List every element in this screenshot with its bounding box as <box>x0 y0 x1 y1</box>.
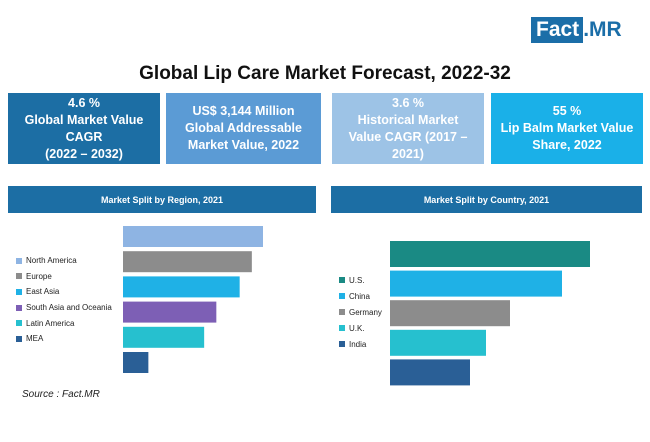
kpi-line: Market Value, 2022 <box>187 138 300 152</box>
legend-item: East Asia <box>16 284 112 300</box>
region-bar-chart <box>123 226 263 373</box>
legend-item: U.S. <box>339 272 382 288</box>
country-legend: U.S. China Germany U.K. India <box>339 272 382 352</box>
legend-item: MEA <box>16 331 112 347</box>
kpi-line: 2021) <box>392 146 424 161</box>
region-chart-header: Market Split by Region, 2021 <box>8 186 316 213</box>
bar-south-asia-and-oceania <box>123 301 217 323</box>
legend-item: Latin America <box>16 315 112 331</box>
bar-mea <box>123 352 149 373</box>
legend-label: South Asia and Oceania <box>26 303 112 313</box>
bar-china <box>390 270 562 297</box>
legend-label: Europe <box>26 271 52 281</box>
legend-label: India <box>349 339 367 349</box>
kpi-line: Value CAGR (2017 – <box>348 129 468 144</box>
kpi-line: US$ 3,144 Million <box>192 104 295 118</box>
legend-swatch <box>16 335 22 342</box>
kpi-global-cagr: 4.6 % Global Market Value CAGR (2022 – 2… <box>8 93 160 164</box>
legend-label: North America <box>26 256 77 266</box>
legend-swatch <box>339 277 345 283</box>
legend-swatch <box>339 293 345 299</box>
legend-swatch <box>16 288 22 295</box>
legend-label: East Asia <box>26 287 60 297</box>
legend-swatch <box>16 257 22 264</box>
country-chart-header: Market Split by Country, 2021 <box>331 186 642 213</box>
fact-mr-logo: Fact. MR <box>531 14 634 46</box>
kpi-line: Historical Market <box>357 112 459 127</box>
logo-dot-text: . <box>583 18 590 41</box>
kpi-line: Global Market Value <box>24 112 144 127</box>
legend-label: Latin America <box>26 318 75 328</box>
bar-east-asia <box>123 276 240 298</box>
bar-germany <box>390 300 510 327</box>
legend-label: MEA <box>26 334 44 344</box>
page-title: Global Lip Care Market Forecast, 2022-32 <box>139 63 511 84</box>
kpi-line: Global Addressable <box>185 121 302 135</box>
legend-swatch <box>16 273 22 280</box>
legend-item: U.K. <box>339 320 382 336</box>
legend-label: U.K. <box>349 323 365 333</box>
kpi-addressable-value: US$ 3,144 Million Global Addressable Mar… <box>166 93 321 164</box>
legend-label: China <box>349 291 370 301</box>
legend-swatch <box>16 304 22 311</box>
source-note: Source : Fact.MR <box>22 389 100 400</box>
legend-swatch <box>339 341 345 347</box>
kpi-line: Lip Balm Market Value <box>500 121 634 135</box>
legend-item: South Asia and Oceania <box>16 300 112 316</box>
legend-item: Europe <box>16 269 112 285</box>
legend-item: India <box>339 336 382 352</box>
legend-swatch <box>339 309 345 315</box>
legend-item: China <box>339 288 382 304</box>
bar-u-k <box>390 329 486 356</box>
bar-north-america <box>123 226 263 247</box>
country-bar-chart <box>390 241 590 386</box>
logo-fact-text: Fact <box>531 17 584 43</box>
legend-label: Germany <box>349 307 382 317</box>
kpi-line: 4.6 % <box>68 95 100 110</box>
bar-europe <box>123 251 252 273</box>
bar-latin-america <box>123 326 205 348</box>
kpi-lip-balm-share: 55 % Lip Balm Market Value Share, 2022 <box>491 93 643 164</box>
legend-label: U.S. <box>349 275 365 285</box>
kpi-historical-cagr: 3.6 % Historical Market Value CAGR (2017… <box>332 93 484 164</box>
legend-item: North America <box>16 253 112 269</box>
bar-u-s <box>390 241 590 267</box>
logo-mr-text: MR <box>589 18 622 41</box>
kpi-line: Share, 2022 <box>532 138 602 152</box>
legend-item: Germany <box>339 304 382 320</box>
kpi-line: (2022 – 2032) <box>45 146 123 161</box>
kpi-line: 3.6 % <box>392 95 424 110</box>
kpi-line: CAGR <box>65 129 103 144</box>
kpi-line: 55 % <box>552 104 582 118</box>
bar-india <box>390 359 470 386</box>
legend-swatch <box>16 320 22 327</box>
region-legend: North America Europe East Asia South Asia a… <box>16 253 112 347</box>
legend-swatch <box>339 325 345 331</box>
